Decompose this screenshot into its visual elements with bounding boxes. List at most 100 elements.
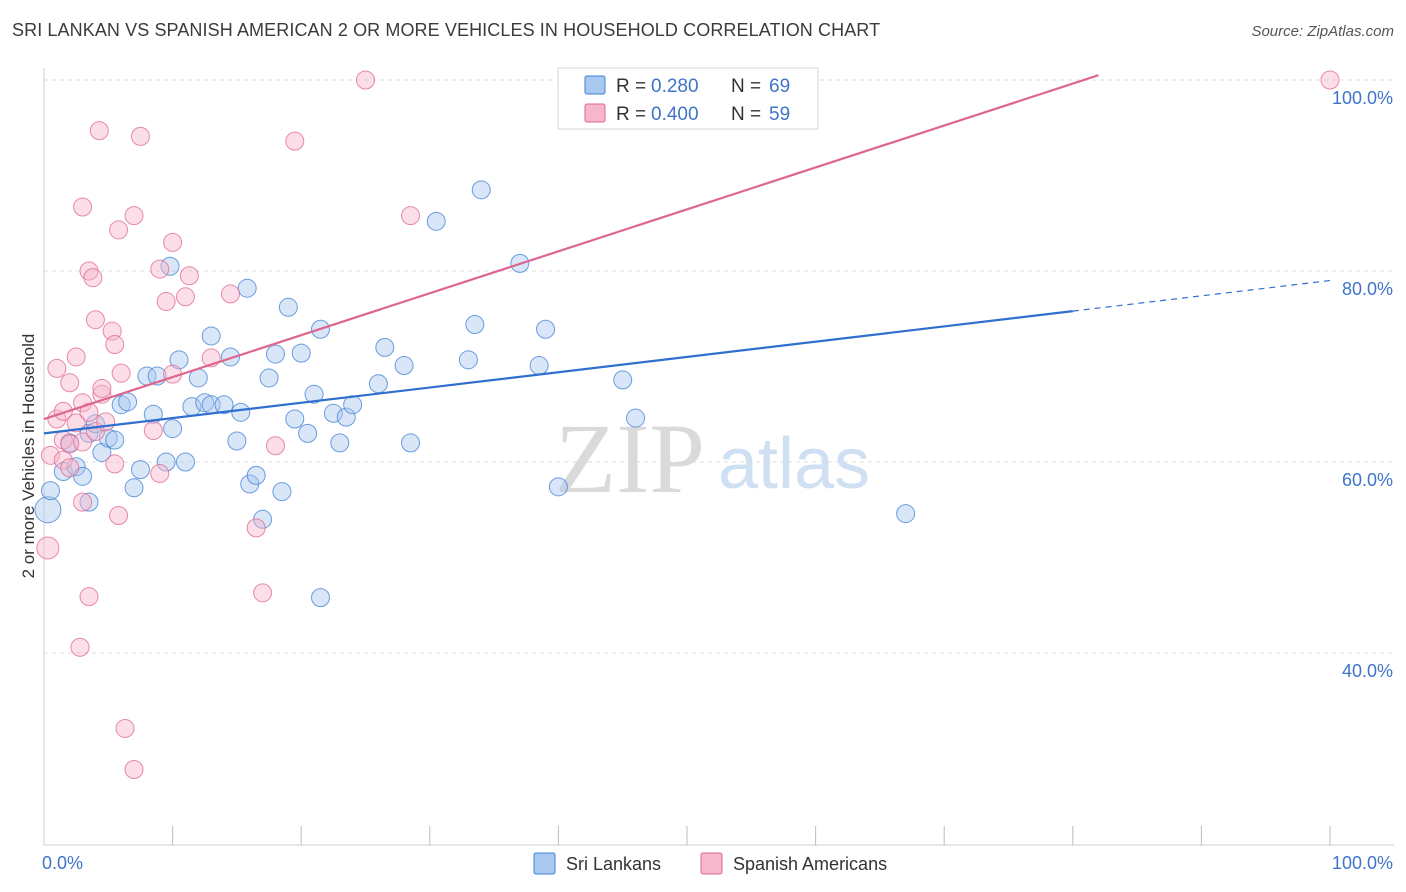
sri-lankans-point <box>201 326 221 346</box>
sri-lankans-point <box>394 356 414 376</box>
spanish-americans-point <box>66 347 86 367</box>
spanish-americans-point <box>143 420 163 440</box>
spanish-americans-point <box>60 458 80 478</box>
spanish-americans-point <box>246 518 266 538</box>
sri-lankans-point <box>375 337 395 357</box>
trend-lines <box>43 74 1331 435</box>
spanish-americans-point <box>53 450 73 470</box>
bottom-legend-swatch-blue <box>533 852 556 875</box>
sri-lankans-point <box>291 343 311 363</box>
sri-lankans-point <box>105 430 125 450</box>
sri-lankans-point <box>246 465 266 485</box>
spanish-americans-point <box>47 409 67 429</box>
spanish-americans-point <box>85 310 105 330</box>
legend-swatch-blue <box>584 75 606 95</box>
spanish-americans-point <box>73 432 93 452</box>
sri-lankans-point <box>548 477 568 497</box>
sri-lankans-point <box>613 370 633 390</box>
legend-r-label: R = <box>616 104 646 125</box>
spanish-americans-point <box>285 131 305 151</box>
sri-lankans-point <box>220 347 240 367</box>
spanish-americans-point <box>70 637 90 657</box>
spanish-americans-point <box>66 413 86 433</box>
sri-lankans-point <box>298 423 318 443</box>
sri-lankans-point <box>336 407 356 427</box>
sri-lankans-point <box>195 393 215 413</box>
chart-title: SRI LANKAN VS SPANISH AMERICAN 2 OR MORE… <box>12 20 881 40</box>
sri-lankans-point <box>227 431 247 451</box>
gridlines <box>44 79 1394 654</box>
x-tick-labels: 0.0% 100.0% <box>42 853 1393 873</box>
spanish-americans-point <box>356 70 375 90</box>
sri-lankans-point <box>34 496 62 524</box>
spanish-americans-point <box>79 587 99 607</box>
spanish-americans-point <box>111 363 131 383</box>
x-ticks <box>172 826 1331 845</box>
source-label: Source: ZipAtlas.com <box>1251 23 1394 40</box>
sri-lankans-point <box>175 452 195 472</box>
watermark-atlas: atlas <box>718 424 870 504</box>
sri-lankans-point <box>265 344 285 364</box>
sri-lankans-point <box>169 350 189 370</box>
spanish-americans-point <box>220 284 240 304</box>
sri-lankans-point <box>330 433 350 453</box>
bottom-legend-swatch-pink <box>700 852 723 875</box>
sri-lankans-point <box>285 409 305 429</box>
sri-lankans-point <box>426 211 446 231</box>
spanish-americans-trend-line <box>43 74 1099 421</box>
x-tick-label: 0.0% <box>42 853 83 873</box>
spanish-americans-point <box>401 206 421 226</box>
spanish-americans-point <box>1320 70 1340 90</box>
spanish-americans-point <box>130 126 150 146</box>
watermark-zip: ZIP <box>555 403 705 514</box>
y-tick-labels: 40.0% 60.0% 80.0% 100.0% <box>1332 88 1393 681</box>
spanish-americans-point <box>40 445 60 465</box>
sri-lankans-point <box>231 402 251 422</box>
legend-n-label: N = <box>731 104 761 125</box>
spanish-americans-points <box>36 70 1340 780</box>
spanish-americans-point <box>105 335 125 355</box>
spanish-americans-point <box>53 401 73 421</box>
legend-r-label: R = <box>616 76 646 97</box>
sri-lankans-point <box>163 419 183 439</box>
sri-lankans-point <box>79 492 99 512</box>
sri-lankans-point <box>401 433 421 453</box>
spanish-americans-point <box>109 220 129 240</box>
sri-lankans-point <box>156 452 176 472</box>
sri-lankans-point <box>118 392 138 412</box>
sri-lankans-point <box>272 482 292 502</box>
spanish-americans-point <box>36 536 60 560</box>
spanish-americans-point <box>115 718 135 738</box>
sri-lankans-point <box>323 403 343 423</box>
spanish-americans-point <box>150 463 170 483</box>
spanish-americans-point <box>163 232 183 252</box>
watermark: ZIP atlas <box>555 403 870 514</box>
y-tick-label: 60.0% <box>1342 470 1393 490</box>
spanish-americans-point <box>47 358 67 378</box>
y-axis-title: 2 or more Vehicles in Household <box>19 334 38 579</box>
sri-lankans-point <box>465 314 485 334</box>
sri-lankans-point <box>278 297 298 317</box>
sri-lankans-point <box>626 408 646 428</box>
legend-n-label: N = <box>731 76 761 97</box>
sri-lankans-points <box>34 180 916 608</box>
sri-lankans-point <box>237 278 257 298</box>
spanish-americans-point <box>124 760 144 780</box>
legend-n-value: 69 <box>769 76 790 97</box>
sri-lankans-point <box>471 180 491 200</box>
spanish-americans-point <box>92 378 112 398</box>
legend: R = 0.280 N = 69 R = 0.400 N = 59 <box>557 67 819 130</box>
spanish-americans-point <box>253 583 273 603</box>
spanish-americans-point <box>96 412 116 432</box>
spanish-americans-point <box>156 292 176 312</box>
spanish-americans-point <box>73 492 93 512</box>
sri-lankans-point <box>40 481 60 501</box>
sri-lankans-point <box>896 504 916 524</box>
y-tick-label: 40.0% <box>1342 661 1393 681</box>
spanish-americans-point <box>179 266 199 286</box>
sri-lankans-point <box>130 460 150 480</box>
legend-r-value: 0.280 <box>651 76 699 97</box>
spanish-americans-point <box>60 373 80 393</box>
spanish-americans-point <box>265 436 285 456</box>
sri-lankans-point <box>304 384 324 404</box>
